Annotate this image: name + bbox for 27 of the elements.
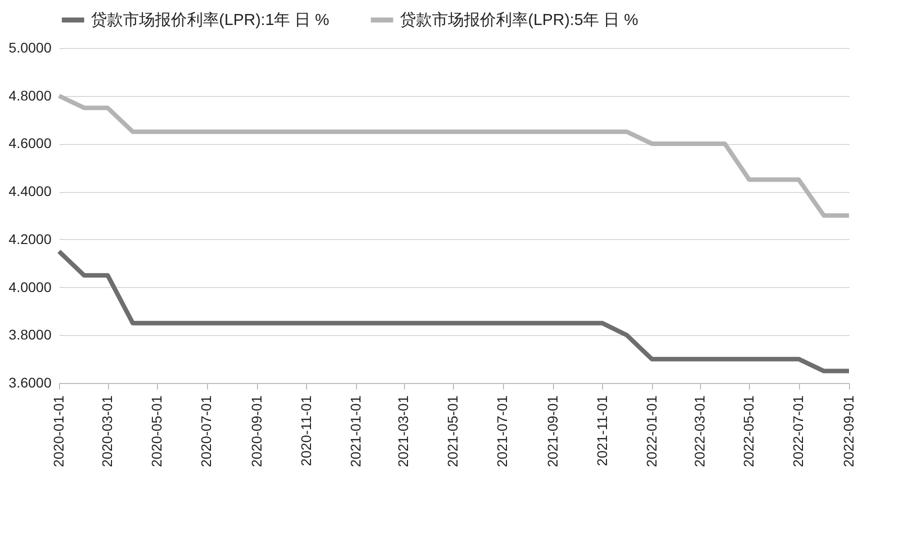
x-tick-label: 2020-07-01 <box>198 395 214 468</box>
x-tick-label: 2022-01-01 <box>643 395 660 468</box>
y-tick-label: 4.8000 <box>8 87 52 104</box>
x-tick-label: 2021-01-01 <box>347 395 364 468</box>
legend-label: 贷款市场报价利率(LPR):5年 日 % <box>400 11 638 29</box>
y-tick-label: 4.6000 <box>8 135 52 152</box>
y-tick-label: 3.8000 <box>8 326 52 343</box>
x-tick-label: 2020-11-01 <box>298 395 314 466</box>
x-tick-label: 2021-05-01 <box>444 395 461 468</box>
y-tick-label: 3.6000 <box>8 374 52 390</box>
x-tick-label: 2022-09-01 <box>840 395 856 468</box>
x-tick-label: 2022-03-01 <box>691 395 708 468</box>
x-tick-label: 2021-11-01 <box>594 395 610 466</box>
x-tick-label: 2022-05-01 <box>740 395 757 468</box>
legend-label: 贷款市场报价利率(LPR):1年 日 % <box>91 11 330 29</box>
x-tick-label: 2020-09-01 <box>248 395 264 468</box>
x-tick-label: 2022-07-01 <box>790 395 806 468</box>
x-tick-label: 2020-01-01 <box>50 395 66 468</box>
x-tick-label: 2021-03-01 <box>395 395 412 468</box>
x-tick-label: 2020-03-01 <box>99 395 116 468</box>
x-tick-label: 2020-05-01 <box>148 395 165 468</box>
y-tick-label: 4.2000 <box>8 230 52 247</box>
y-tick-label: 5.0000 <box>8 40 52 56</box>
y-tick-label: 4.4000 <box>8 183 52 200</box>
x-tick-label: 2021-07-01 <box>494 395 510 468</box>
x-tick-label: 2021-09-01 <box>544 395 560 468</box>
y-tick-label: 4.0000 <box>8 278 52 295</box>
